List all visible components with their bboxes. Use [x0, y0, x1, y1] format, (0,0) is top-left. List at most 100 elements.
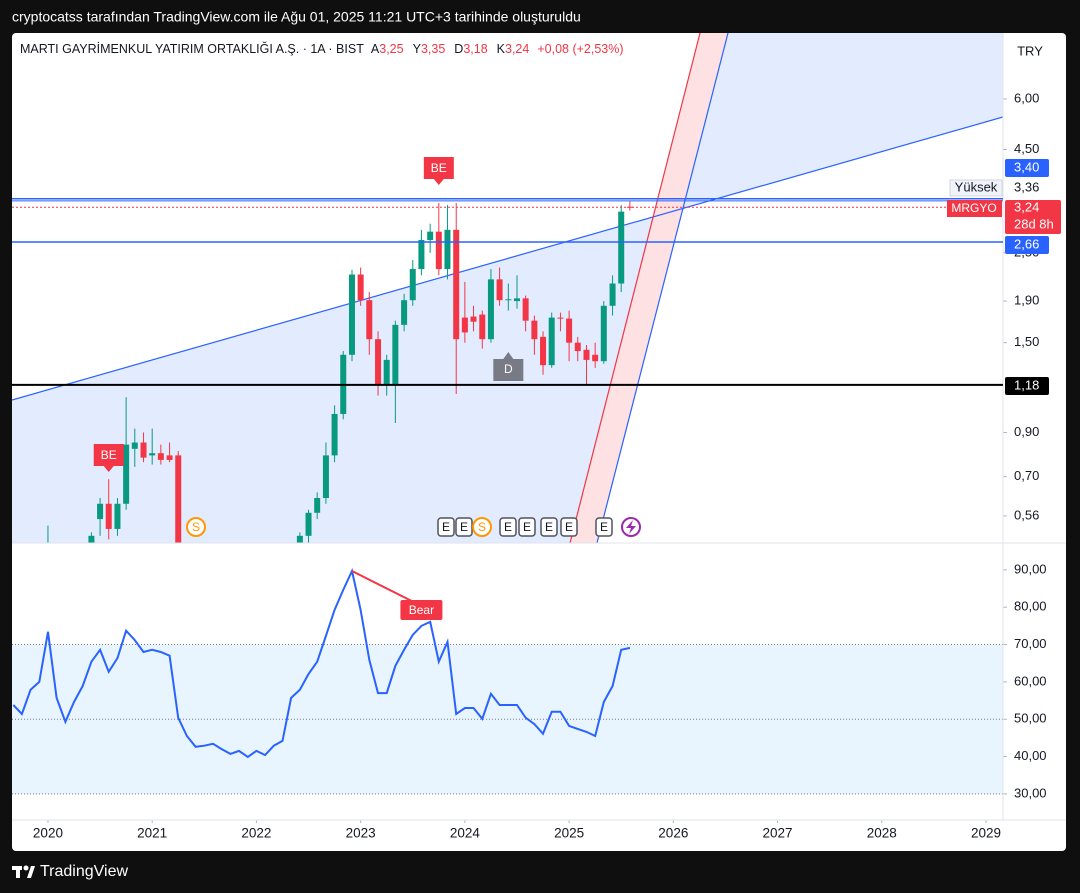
annotation-badge	[93, 444, 124, 472]
event-icon	[518, 517, 536, 537]
y-tick-label: 50,00	[1014, 711, 1047, 726]
candle-body	[427, 231, 434, 240]
label-box	[949, 179, 1003, 197]
annotation: BE	[101, 448, 117, 462]
event-label: S	[192, 520, 200, 534]
event-label: E	[442, 520, 450, 534]
y-tick-label: 4,50	[1014, 141, 1039, 156]
candle-body	[470, 316, 477, 322]
candle-body	[305, 512, 312, 536]
y-tick-label: 80,00	[1014, 599, 1047, 614]
diagonal-line	[569, 33, 701, 543]
candle-body	[435, 231, 442, 270]
candle-body	[375, 339, 382, 385]
candle-body	[522, 298, 529, 321]
currency: TRY	[1017, 43, 1043, 58]
event-label: E	[600, 520, 608, 534]
ohlc-key: D	[454, 42, 463, 56]
candle-body	[461, 317, 468, 333]
diagonal-fill	[570, 33, 728, 543]
symbol: MARTI GAYRİMENKUL YATIRIM ORTAKLIĞI A.Ş.…	[20, 41, 364, 56]
ohlc-key: A	[371, 42, 380, 56]
event-icon	[560, 517, 578, 537]
event-label: E	[565, 520, 573, 534]
ohlc-key: Y	[413, 42, 422, 56]
candle-body	[366, 300, 373, 340]
y-tick-label: 1,90	[1014, 293, 1039, 308]
candle-body	[513, 298, 520, 302]
candle-body	[574, 342, 581, 352]
ohlc-value: 3,24	[505, 42, 529, 56]
x-tick-label: 2024	[450, 826, 481, 841]
candle-body	[505, 299, 512, 301]
price-label: 3,24	[1014, 199, 1039, 214]
price-badge	[1005, 236, 1049, 254]
price-label: 2,66	[1014, 236, 1039, 251]
candle-body	[618, 211, 625, 284]
y-tick-label: 6,00	[1014, 90, 1039, 105]
event-icon	[626, 520, 636, 534]
candle-body	[479, 314, 486, 340]
candle-body	[392, 324, 399, 385]
rsi-pane: Bear	[12, 567, 1003, 795]
candle-body	[548, 317, 555, 366]
candle-body	[357, 274, 364, 301]
footer-logo: TradingView	[40, 863, 128, 880]
candle-body	[600, 305, 607, 362]
ohlc-value: 3,18	[463, 42, 487, 56]
candle-body	[487, 279, 494, 340]
ohlc-value: 3,35	[421, 42, 445, 56]
axes: 0,560,700,901,501,902,504,506,0030,0040,…	[33, 90, 1047, 840]
y-tick-label: 30,00	[1014, 785, 1047, 800]
x-tick-label: 2028	[867, 826, 897, 841]
annotation: Bear	[409, 603, 434, 617]
price-badge	[1005, 159, 1049, 177]
candle-body	[140, 442, 147, 458]
x-tick-label: 2020	[33, 826, 63, 841]
price-label: 1,18	[1014, 377, 1039, 392]
candle-body	[322, 455, 329, 499]
event-icon	[540, 517, 558, 537]
x-tick-label: 2021	[137, 826, 167, 841]
candle-body	[314, 498, 321, 513]
x-tick-label: 2022	[241, 826, 271, 841]
event-icon	[499, 517, 517, 537]
y-tick-label: 40,00	[1014, 748, 1047, 763]
price-label: 3,40	[1014, 159, 1039, 174]
label-name: Yüksek	[955, 179, 998, 194]
candle-body	[418, 239, 425, 270]
price-label: 3,36	[1014, 179, 1039, 194]
y-tick-label: 70,00	[1014, 636, 1047, 651]
candle-body	[175, 455, 182, 543]
annotation: D	[504, 362, 513, 376]
candle-body	[592, 354, 599, 362]
candle-body	[331, 413, 338, 456]
x-tick-label: 2029	[971, 826, 1001, 841]
x-tick-label: 2026	[658, 826, 688, 841]
diagonal-line	[596, 33, 729, 543]
x-tick-label: 2025	[554, 826, 584, 841]
price-badge	[1005, 200, 1061, 234]
y-tick-label: 60,00	[1014, 673, 1047, 688]
candle-body	[566, 318, 573, 343]
trend-line	[12, 116, 1003, 401]
candle-body	[348, 274, 355, 355]
annotation-badge	[423, 157, 454, 185]
y-tick-label: 0,70	[1014, 468, 1039, 483]
candle-body	[97, 503, 104, 520]
candle-body	[296, 535, 303, 543]
ohlc-key: K	[497, 42, 506, 56]
label-name: MRGYO	[951, 201, 996, 215]
candle-body	[531, 320, 538, 340]
candle-body	[131, 442, 138, 449]
label-box	[947, 200, 1002, 217]
x-tick-label: 2023	[346, 826, 376, 841]
candle-body	[157, 453, 164, 460]
candle-body	[149, 453, 156, 456]
event-icon	[595, 517, 613, 537]
candle-body	[557, 317, 564, 319]
y-tick-label: 90,00	[1014, 561, 1047, 576]
candle-body	[609, 283, 616, 306]
candle-body	[88, 535, 95, 543]
